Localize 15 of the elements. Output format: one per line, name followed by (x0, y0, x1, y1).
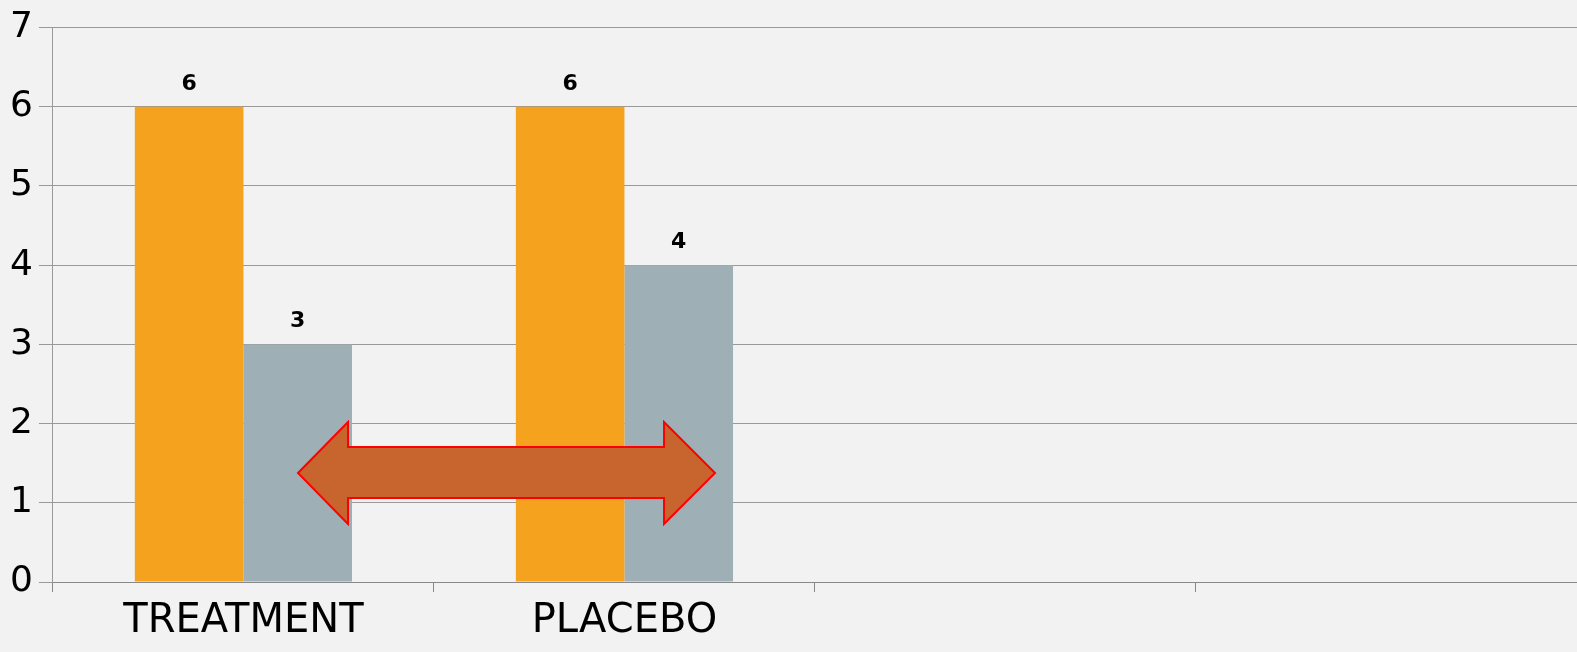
x-tick-label: PLACEBO (531, 595, 718, 642)
bar (134, 106, 244, 582)
y-tick-label: 4 (10, 241, 33, 283)
data-label: 4 (671, 227, 687, 253)
y-tick-label: 5 (10, 162, 33, 204)
y-tick-label: 7 (10, 3, 33, 45)
data-label: 6 (181, 69, 197, 95)
data-label: 6 (562, 69, 578, 95)
x-tick-label: TREATMENT (122, 595, 365, 642)
y-tick-label: 6 (10, 83, 33, 125)
y-tick-label: 2 (10, 399, 33, 441)
y-tick-label: 3 (10, 320, 33, 362)
y-tick-label: 0 (10, 558, 33, 600)
y-tick-label: 1 (10, 479, 33, 521)
data-label: 3 (290, 307, 306, 333)
